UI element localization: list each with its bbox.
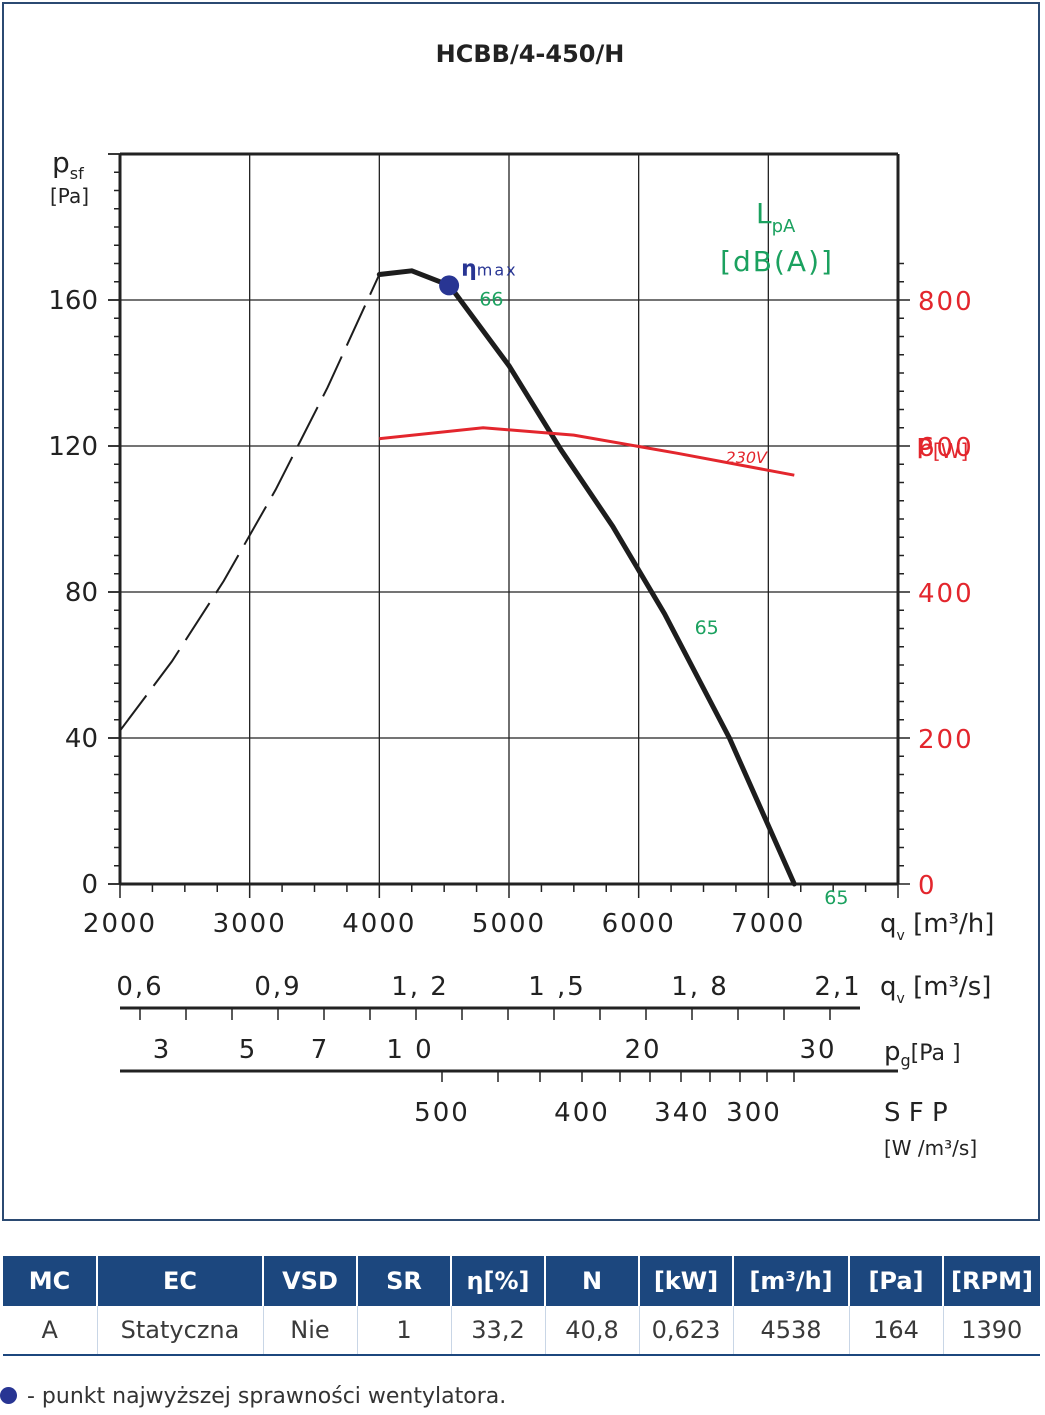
- y-tick-label: 0: [81, 870, 98, 900]
- chart-title: HCBB/4-450/H: [436, 40, 625, 68]
- cell-sr: 1: [357, 1306, 452, 1356]
- header-airflow: [m³/h]: [733, 1256, 850, 1306]
- noise-value-label: 65: [824, 887, 848, 909]
- x-tick-label: 6000: [602, 909, 676, 939]
- x2-tick-label: 1, 2: [391, 972, 449, 1002]
- x2-tick-label: 1, 8: [671, 972, 729, 1002]
- power-tick-label: 200: [918, 725, 974, 755]
- power-curve-label: 230V: [726, 448, 769, 467]
- cell-vsd: Nie: [263, 1306, 358, 1356]
- power-curve: [379, 426, 795, 477]
- x-tick-label: 5000: [472, 909, 546, 939]
- x4-tick-label: 340: [654, 1098, 710, 1128]
- chart-frame: [2, 2, 1040, 1221]
- cell-airflow: 4538: [733, 1306, 850, 1356]
- x4-tick-label: 500: [414, 1098, 470, 1128]
- x2-tick-label: 2,1: [814, 972, 861, 1002]
- bep-marker-icon: [0, 1387, 17, 1404]
- table-row: A Statyczna Nie 1 33,2 40,8 0,623 4538 1…: [3, 1306, 1040, 1356]
- x-tick-label: 7000: [731, 909, 805, 939]
- x-tick-label: 3000: [213, 909, 287, 939]
- legend-note-text: - punkt najwyższej sprawności wentylator…: [27, 1384, 507, 1409]
- power-tick-label: 400: [918, 579, 974, 609]
- noise-value-label: 66: [479, 288, 503, 310]
- power-tick-label: 600: [918, 433, 974, 463]
- header-ec: EC: [97, 1256, 264, 1306]
- bep-marker: [439, 275, 460, 296]
- cell-kw: 0,623: [639, 1306, 734, 1356]
- x3-tick-label: 20: [624, 1035, 661, 1065]
- x-tick-label: 4000: [342, 909, 416, 939]
- x2-tick-label: 1 ,5: [528, 972, 586, 1002]
- table-header-row: MC EC VSD SR η[%] N [kW] [m³/h] [Pa] [RP…: [3, 1256, 1040, 1306]
- header-kw: [kW]: [639, 1256, 734, 1306]
- header-n: N: [545, 1256, 640, 1306]
- noise-axis-unit: [dB(A)]: [720, 245, 834, 278]
- pressure-curve-unstable: [119, 274, 381, 732]
- header-rpm: [RPM]: [943, 1256, 1040, 1306]
- x4-axis-label: S F P: [884, 1098, 948, 1128]
- y-tick-label: 120: [48, 432, 98, 462]
- legend-note: - punkt najwyższej sprawności wentylator…: [0, 1384, 506, 1409]
- cell-efficiency: 33,2: [451, 1306, 546, 1356]
- x3-tick-label: 30: [799, 1035, 836, 1065]
- x3-tick-label: 3: [153, 1035, 172, 1065]
- x2-tick-label: 0,6: [116, 972, 163, 1002]
- power-tick-label: 800: [918, 287, 974, 317]
- spec-table: MC EC VSD SR η[%] N [kW] [m³/h] [Pa] [RP…: [3, 1256, 1040, 1356]
- x3-tick-label: 5: [239, 1035, 258, 1065]
- x2-axis-label: qv [m³/s]: [880, 972, 991, 1007]
- header-mc: MC: [3, 1256, 98, 1306]
- noise-value-label: 65: [695, 617, 719, 639]
- x4-tick-label: 300: [726, 1098, 782, 1128]
- cell-n: 40,8: [545, 1306, 640, 1356]
- power-tick-label: 0: [918, 871, 937, 901]
- x-axis-label: qv [m³/h]: [880, 909, 994, 944]
- y-tick-label: 160: [48, 286, 98, 316]
- x4-axis-unit: [W /m³/s]: [884, 1136, 977, 1160]
- cell-rpm: 1390: [943, 1306, 1040, 1356]
- x-tick-label: 2000: [83, 909, 157, 939]
- y-axis-unit: [Pa]: [50, 184, 89, 208]
- cell-ec: Statyczna: [97, 1306, 264, 1356]
- cell-mc: A: [3, 1306, 98, 1356]
- x2-tick-label: 0,9: [254, 972, 301, 1002]
- y-tick-label: 40: [65, 724, 98, 754]
- x3-tick-label: 7: [311, 1035, 330, 1065]
- y-axis-label: psf: [52, 146, 84, 183]
- pressure-curve: [376, 268, 797, 887]
- noise-axis-label: LpA: [756, 197, 796, 237]
- x4-tick-label: 400: [554, 1098, 610, 1128]
- header-efficiency: η[%]: [451, 1256, 546, 1306]
- eta-max-label: ηmax: [461, 256, 518, 281]
- x3-tick-label: 1 0: [386, 1035, 433, 1065]
- header-vsd: VSD: [263, 1256, 358, 1306]
- header-sr: SR: [357, 1256, 452, 1306]
- y-tick-label: 80: [65, 578, 98, 608]
- x3-axis-label: pg[Pa ]: [884, 1037, 961, 1070]
- header-pressure: [Pa]: [849, 1256, 944, 1306]
- cell-pressure: 164: [849, 1306, 944, 1356]
